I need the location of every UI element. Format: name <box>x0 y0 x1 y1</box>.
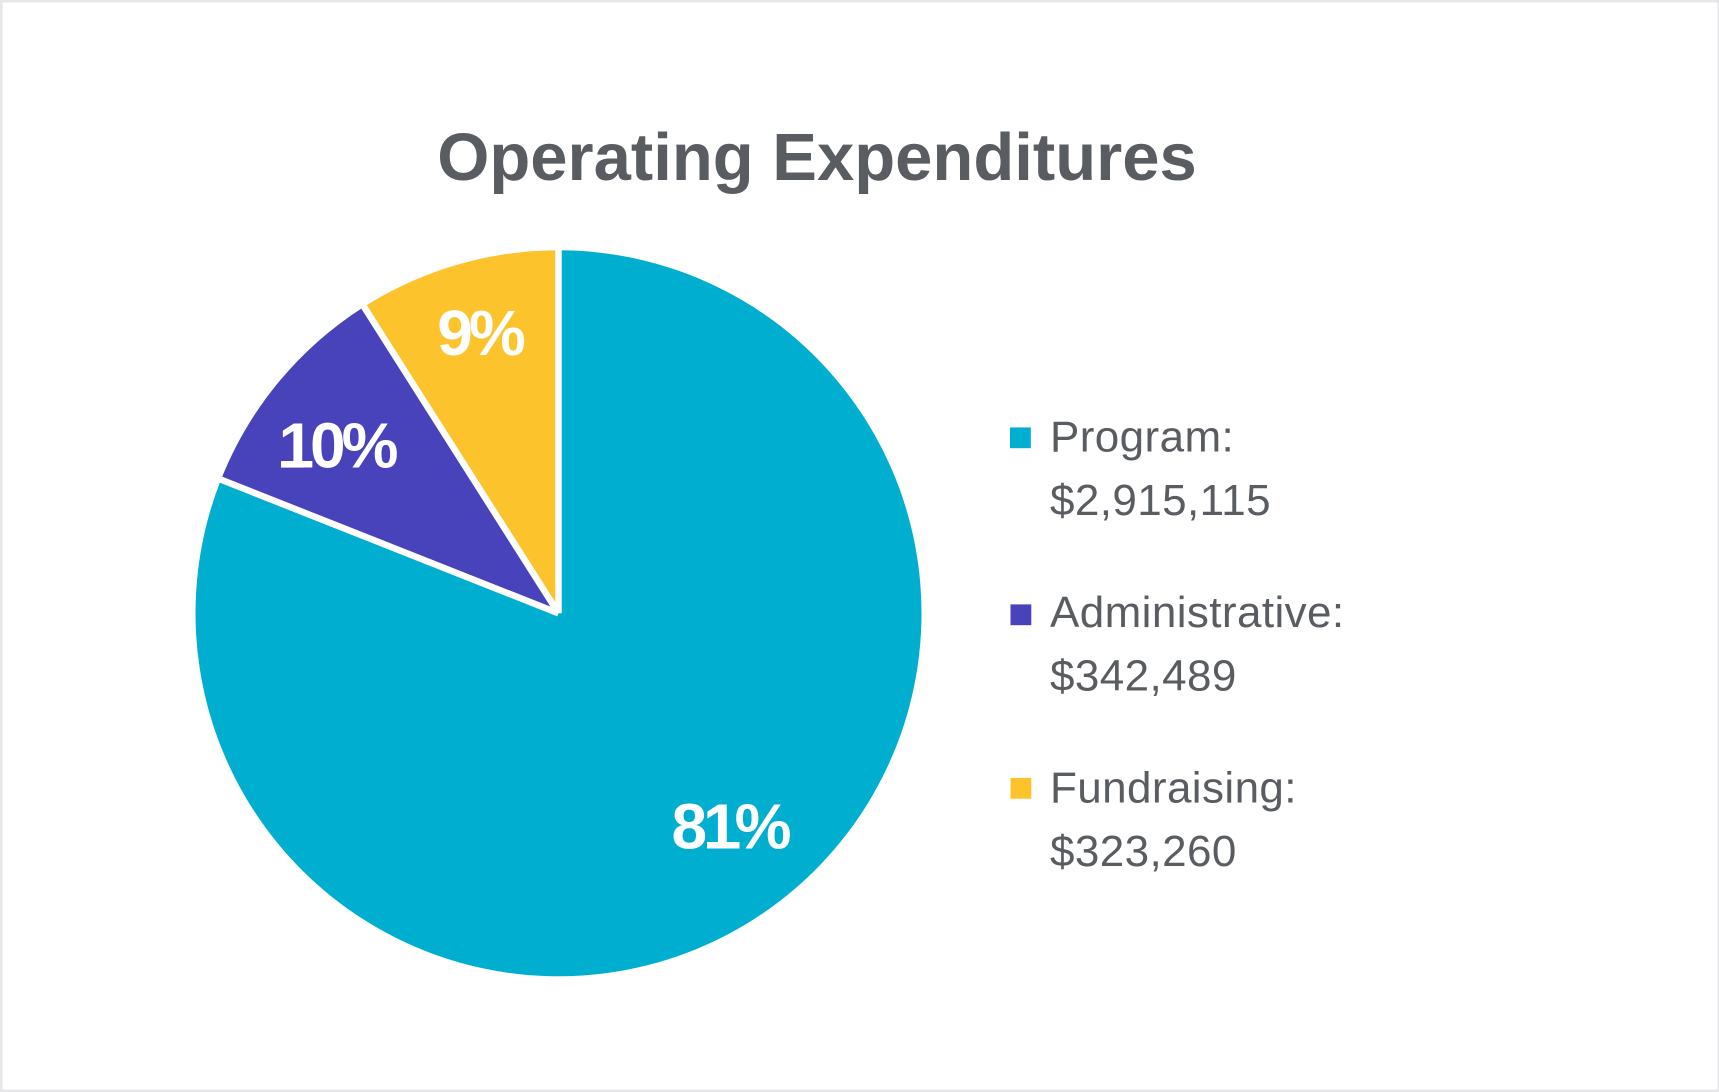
svg-text:Fundraising:: Fundraising: <box>1050 764 1297 813</box>
svg-text:$2,915,115: $2,915,115 <box>1050 476 1271 525</box>
svg-text:Operating Expenditures: Operating Expenditures <box>437 120 1196 195</box>
svg-text:$323,260: $323,260 <box>1050 827 1237 876</box>
svg-text:Program:: Program: <box>1050 413 1234 462</box>
svg-text:81%: 81% <box>671 791 790 863</box>
svg-text:Administrative:: Administrative: <box>1050 588 1345 637</box>
svg-text:$342,489: $342,489 <box>1050 652 1237 701</box>
svg-text:10%: 10% <box>278 410 397 482</box>
svg-text:9%: 9% <box>437 297 525 369</box>
